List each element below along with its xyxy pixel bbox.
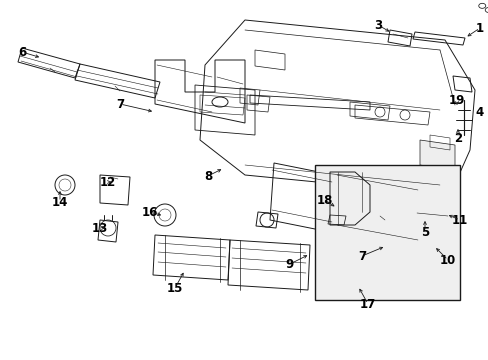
Bar xyxy=(314,165,459,300)
Text: 18: 18 xyxy=(316,194,332,207)
Text: 16: 16 xyxy=(142,206,158,219)
Text: 10: 10 xyxy=(439,253,455,266)
Polygon shape xyxy=(419,140,454,170)
Text: 9: 9 xyxy=(285,257,293,270)
Text: 14: 14 xyxy=(52,195,68,208)
Text: 8: 8 xyxy=(203,170,212,183)
Text: 19: 19 xyxy=(448,94,464,107)
Text: 6: 6 xyxy=(18,45,26,59)
Text: 12: 12 xyxy=(100,176,116,189)
Text: 11: 11 xyxy=(451,213,467,226)
Text: 7: 7 xyxy=(116,98,124,111)
Text: 15: 15 xyxy=(166,282,183,294)
Text: 17: 17 xyxy=(359,297,375,310)
Text: 2: 2 xyxy=(453,131,461,144)
Text: 7: 7 xyxy=(357,249,366,262)
Text: 4: 4 xyxy=(475,105,483,118)
Text: 13: 13 xyxy=(92,221,108,234)
Text: 5: 5 xyxy=(420,225,428,239)
Text: 3: 3 xyxy=(373,18,381,32)
Text: 1: 1 xyxy=(475,22,483,35)
